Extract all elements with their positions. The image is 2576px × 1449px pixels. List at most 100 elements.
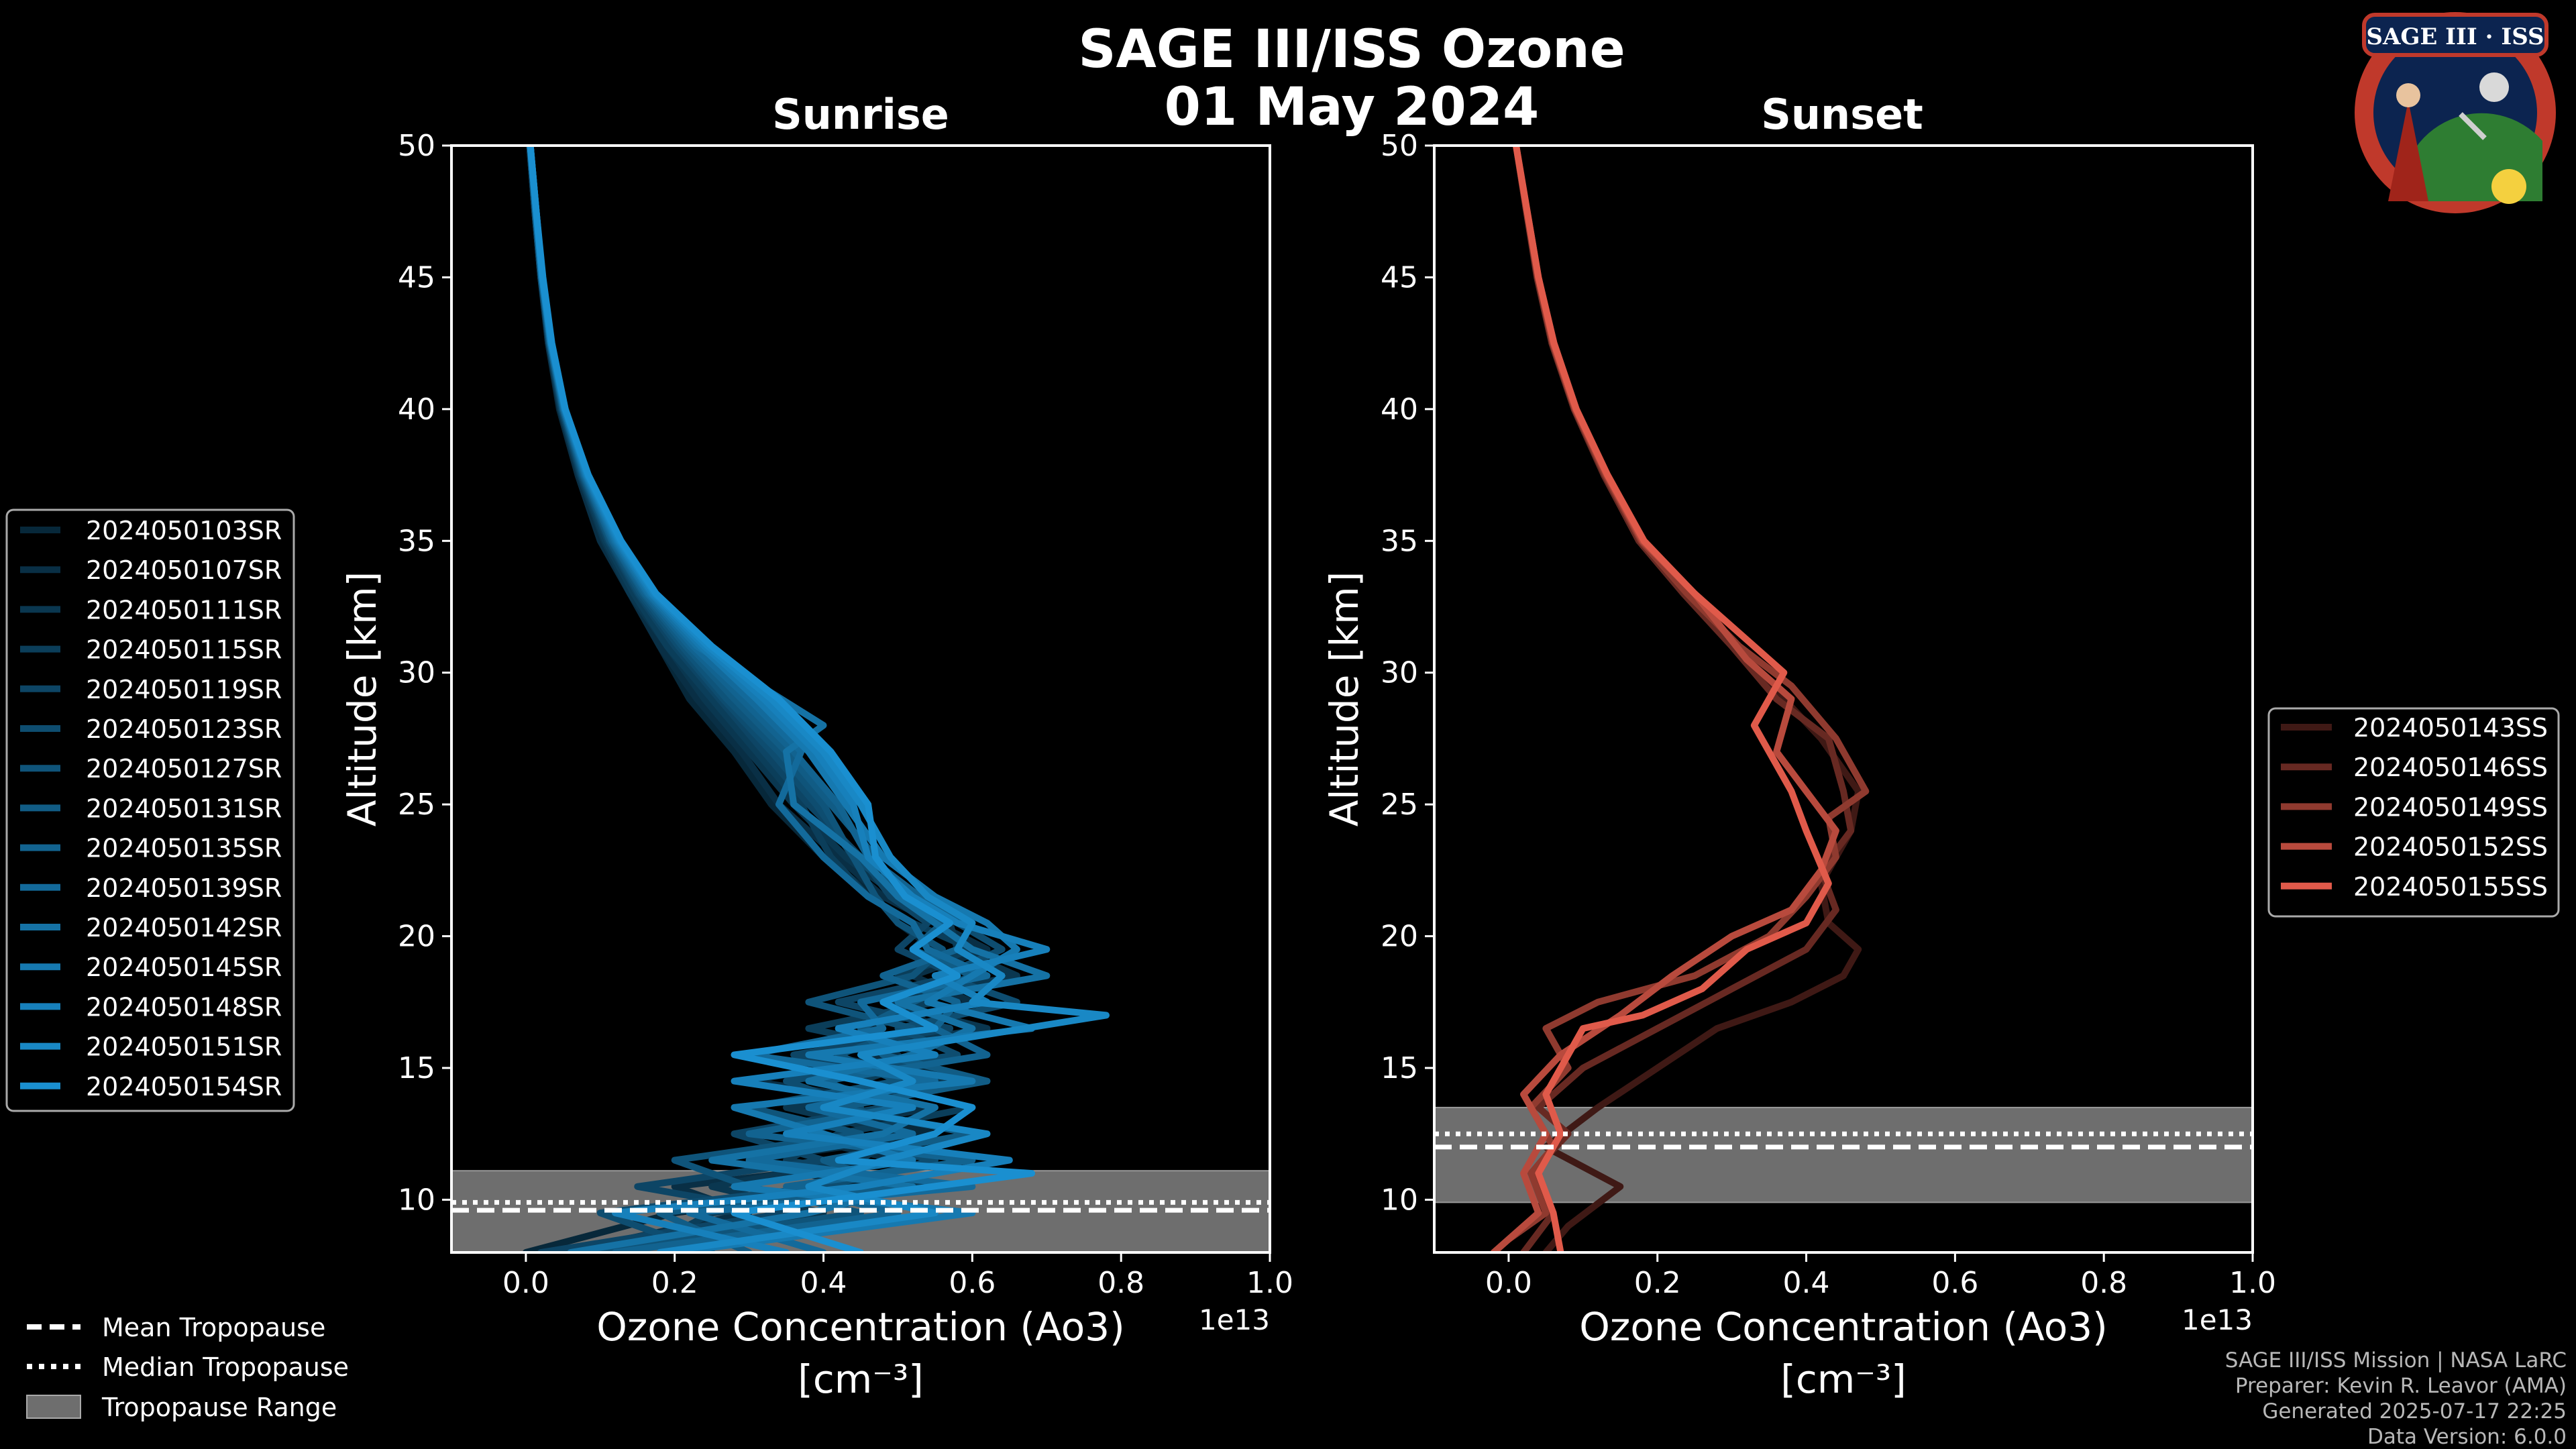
sunset-plot-frame <box>1433 144 2254 1254</box>
sunset-y-tick-label: 40 <box>1381 392 1418 427</box>
sunrise-legend-label-2024050103SR: 2024050103SR <box>86 516 282 545</box>
sunset-legend-box <box>2267 707 2560 918</box>
sunrise-x-unit: [cm⁻³] <box>798 1356 924 1402</box>
sunset-title: Sunset <box>1761 90 1923 139</box>
mean-tropopause-label: Mean Tropopause <box>102 1313 325 1342</box>
sunrise-legend-label-2024050142SR: 2024050142SR <box>86 913 282 943</box>
sunrise-y-tick-label: 20 <box>398 920 435 954</box>
sunset-series-layer <box>1434 146 2253 1252</box>
sunrise-legend-label-2024050151SR: 2024050151SR <box>86 1032 282 1062</box>
sunset-legend-label-2024050146SS: 2024050146SS <box>2353 753 2548 782</box>
sunrise-x-tick-label: 0.2 <box>651 1266 698 1300</box>
sunset-x-tick-label: 1.0 <box>2229 1266 2276 1300</box>
mission-logo: SAGE III · ISS <box>2355 12 2556 213</box>
sunrise-legend-label-2024050123SR: 2024050123SR <box>86 714 282 744</box>
tropopause-range-label: Tropopause Range <box>101 1393 337 1422</box>
sunset-x-unit: [cm⁻³] <box>1780 1356 1907 1402</box>
footer-line-generated: Generated 2025-07-17 22:25 <box>2262 1399 2567 1424</box>
sunrise-legend-label-2024050127SR: 2024050127SR <box>86 754 282 784</box>
sunrise-legend-label-2024050119SR: 2024050119SR <box>86 675 282 704</box>
sunrise-legend-label-2024050115SR: 2024050115SR <box>86 635 282 665</box>
sunrise-y-tick-label: 50 <box>398 129 435 163</box>
sunrise-plot-frame <box>450 144 1271 1254</box>
sunset-y-tick-label: 45 <box>1381 260 1418 294</box>
sunset-x-tick-label: 0.4 <box>1783 1266 1830 1300</box>
sunrise-legend-label-2024050107SR: 2024050107SR <box>86 555 282 585</box>
sunset-tropopause-layer <box>1434 1106 2253 1203</box>
sunrise-legend-label-2024050135SR: 2024050135SR <box>86 834 282 863</box>
sunrise-legend-entries: 2024050103SR 2024050107SR 2024050111SR 2024… <box>20 516 282 1102</box>
logo-banner <box>2362 13 2548 57</box>
tropopause-range-swatch <box>26 1395 81 1419</box>
sunrise-x-tick-label: 1.0 <box>1246 1266 1293 1300</box>
wizard-head-icon <box>2396 83 2420 107</box>
sunrise-y-tick-label: 30 <box>398 656 435 690</box>
sunset-y-tick-label: 10 <box>1381 1183 1418 1217</box>
sunrise-y-tick-label: 25 <box>398 788 435 822</box>
sunset-legend-label-2024050155SS: 2024050155SS <box>2353 872 2548 902</box>
sunrise-x-tick-label: 0.4 <box>800 1266 847 1300</box>
wizard-figure-icon <box>2388 101 2428 201</box>
sunset-y-label: Altitude [km] <box>1322 572 1367 826</box>
sunset-y-tick-label: 30 <box>1381 656 1418 690</box>
sunrise-y-axis: 10 15 20 25 30 35 40 45 50 <box>398 129 451 1217</box>
sunset-y-tick-label: 20 <box>1381 920 1418 954</box>
sunset-plot-area <box>1434 146 2253 1252</box>
sunrise-x-axis: 0.0 0.2 0.4 0.6 0.8 1.0 <box>502 1252 1293 1300</box>
sunset-legend-label-2024050152SS: 2024050152SS <box>2353 833 2548 862</box>
sunset-y-tick-label: 35 <box>1381 524 1418 558</box>
sunset-x-tick-label: 0.0 <box>1485 1266 1532 1300</box>
sunset-series-line-2024050155SS <box>1513 146 1832 1252</box>
sunset-x-scale-label: 1e13 <box>2182 1303 2253 1336</box>
sunset-x-label: Ozone Concentration (Ao3) <box>1579 1304 2108 1350</box>
sunset-legend-label-2024050149SS: 2024050149SS <box>2353 792 2548 822</box>
sunrise-y-tick-label: 45 <box>398 260 435 294</box>
sunrise-y-tick-label: 40 <box>398 392 435 427</box>
moon-icon <box>2479 72 2509 102</box>
sunrise-legend-label-2024050154SR: 2024050154SR <box>86 1072 282 1102</box>
sunrise-series-layer <box>451 146 1270 1252</box>
sunset-tropopause-range-band <box>1434 1106 2253 1203</box>
sunrise-legend-label-2024050139SR: 2024050139SR <box>86 873 282 903</box>
footer-line-mission: SAGE III/ISS Mission | NASA LaRC <box>2225 1348 2567 1373</box>
sunrise-y-tick-label: 35 <box>398 524 435 558</box>
tropopause-legend: Mean Tropopause Median Tropopause Tropop… <box>26 1313 349 1422</box>
sunrise-x-scale-label: 1e13 <box>1199 1303 1270 1336</box>
sunrise-x-tick-label: 0.0 <box>502 1266 549 1300</box>
sunrise-legend-box <box>5 508 295 1112</box>
sunrise-legend-label-2024050148SR: 2024050148SR <box>86 992 282 1022</box>
sunrise-legend-label-2024050111SR: 2024050111SR <box>86 595 282 625</box>
sunrise-y-label: Altitude [km] <box>339 572 385 826</box>
space-station-icon <box>2459 112 2487 140</box>
sunset-x-tick-label: 0.6 <box>1931 1266 1978 1300</box>
sunset-legend: 2024050143SS 2024050146SS 2024050149SS 2024… <box>2267 707 2560 918</box>
sunrise-legend: 2024050103SR 2024050107SR 2024050111SR 2024… <box>5 508 295 1112</box>
sunset-y-axis: 10 15 20 25 30 35 40 45 50 <box>1381 129 1434 1217</box>
sunrise-title: Sunrise <box>772 90 949 139</box>
sunrise-legend-label-2024050145SR: 2024050145SR <box>86 953 282 982</box>
sunset-y-tick-label: 25 <box>1381 788 1418 822</box>
sun-icon <box>2491 169 2526 204</box>
sunrise-x-tick-label: 0.8 <box>1097 1266 1144 1300</box>
sunrise-y-tick-label: 15 <box>398 1051 435 1085</box>
sunset-y-tick-label: 15 <box>1381 1051 1418 1085</box>
figure-title-line2: 01 May 2024 <box>1165 77 1540 138</box>
figure-title-line1: SAGE III/ISS Ozone <box>1078 19 1625 80</box>
sunrise-y-tick-label: 10 <box>398 1183 435 1217</box>
sunset-x-tick-label: 0.2 <box>1634 1266 1681 1300</box>
sunset-x-axis: 0.0 0.2 0.4 0.6 0.8 1.0 <box>1485 1252 2276 1300</box>
footer-line-version: Data Version: 6.0.0 <box>2367 1425 2567 1449</box>
sunrise-legend-label-2024050131SR: 2024050131SR <box>86 794 282 823</box>
median-tropopause-label: Median Tropopause <box>102 1352 349 1382</box>
sunrise-series-line-2024050154SR <box>527 146 1036 1252</box>
sunrise-x-label: Ozone Concentration (Ao3) <box>596 1304 1125 1350</box>
sunset-x-tick-label: 0.8 <box>2080 1266 2127 1300</box>
sunset-legend-entries: 2024050143SS 2024050146SS 2024050149SS 2024… <box>2281 713 2548 902</box>
sunrise-panel: Sunrise 0.0 0.2 0.4 0.6 0.8 1.0 10 15 20 25 30 35 4… <box>339 90 1293 1402</box>
footer-line-preparer: Preparer: Kevin R. Leavor (AMA) <box>2235 1374 2567 1398</box>
sunset-panel: Sunset 0.0 0.2 0.4 0.6 0.8 1.0 10 15 20 25 30 35 40… <box>1322 90 2276 1402</box>
sunrise-x-tick-label: 0.6 <box>949 1266 996 1300</box>
footer-credits: SAGE III/ISS Mission | NASA LaRC Prepare… <box>2225 1348 2567 1449</box>
sunset-y-tick-label: 50 <box>1381 129 1418 163</box>
